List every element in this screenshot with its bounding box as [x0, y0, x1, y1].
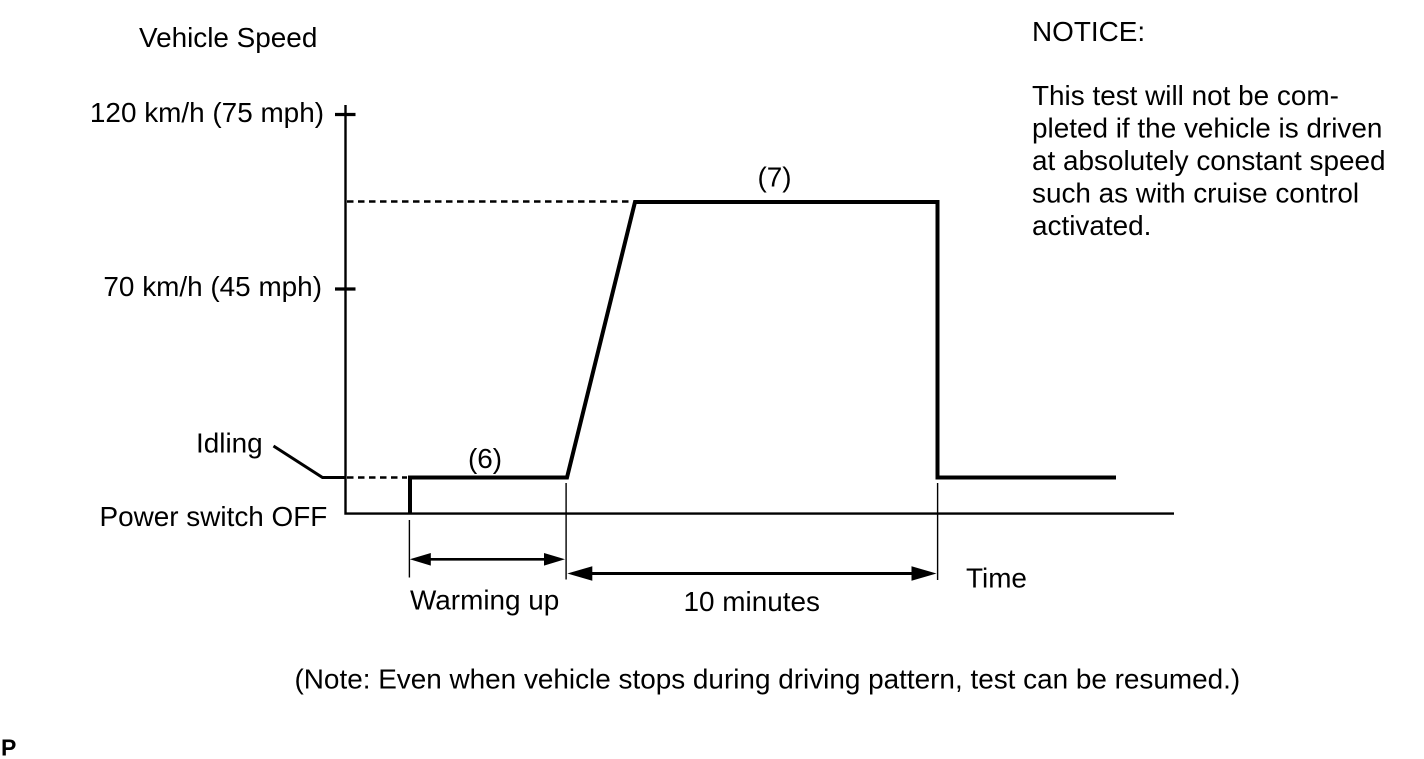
svg-text:at absolutely constant speed: at absolutely constant speed	[1032, 145, 1386, 176]
svg-text:Idling: Idling	[196, 428, 263, 459]
svg-text:This test will not be com-: This test will not be com-	[1032, 80, 1339, 111]
svg-text:(7): (7)	[758, 162, 792, 193]
svg-text:such as with cruise control: such as with cruise control	[1032, 178, 1359, 209]
svg-text:Time: Time	[966, 563, 1027, 594]
svg-text:70 km/h (45 mph): 70 km/h (45 mph)	[103, 271, 322, 302]
svg-text:Power switch OFF: Power switch OFF	[100, 501, 328, 532]
svg-text:120 km/h (75 mph): 120 km/h (75 mph)	[90, 97, 324, 128]
svg-text:Vehicle Speed: Vehicle Speed	[139, 22, 317, 53]
svg-text:(6): (6)	[468, 443, 502, 474]
svg-text:pleted if the vehicle is drive: pleted if the vehicle is driven	[1032, 113, 1382, 144]
svg-text:10 minutes: 10 minutes	[684, 586, 820, 617]
svg-text:activated.: activated.	[1032, 210, 1151, 241]
svg-text:(Note: Even when vehicle stops: (Note: Even when vehicle stops during dr…	[295, 664, 1241, 695]
svg-text:NOTICE:: NOTICE:	[1032, 16, 1145, 47]
svg-text:P: P	[1, 735, 16, 759]
svg-text:Warming up: Warming up	[410, 585, 559, 616]
